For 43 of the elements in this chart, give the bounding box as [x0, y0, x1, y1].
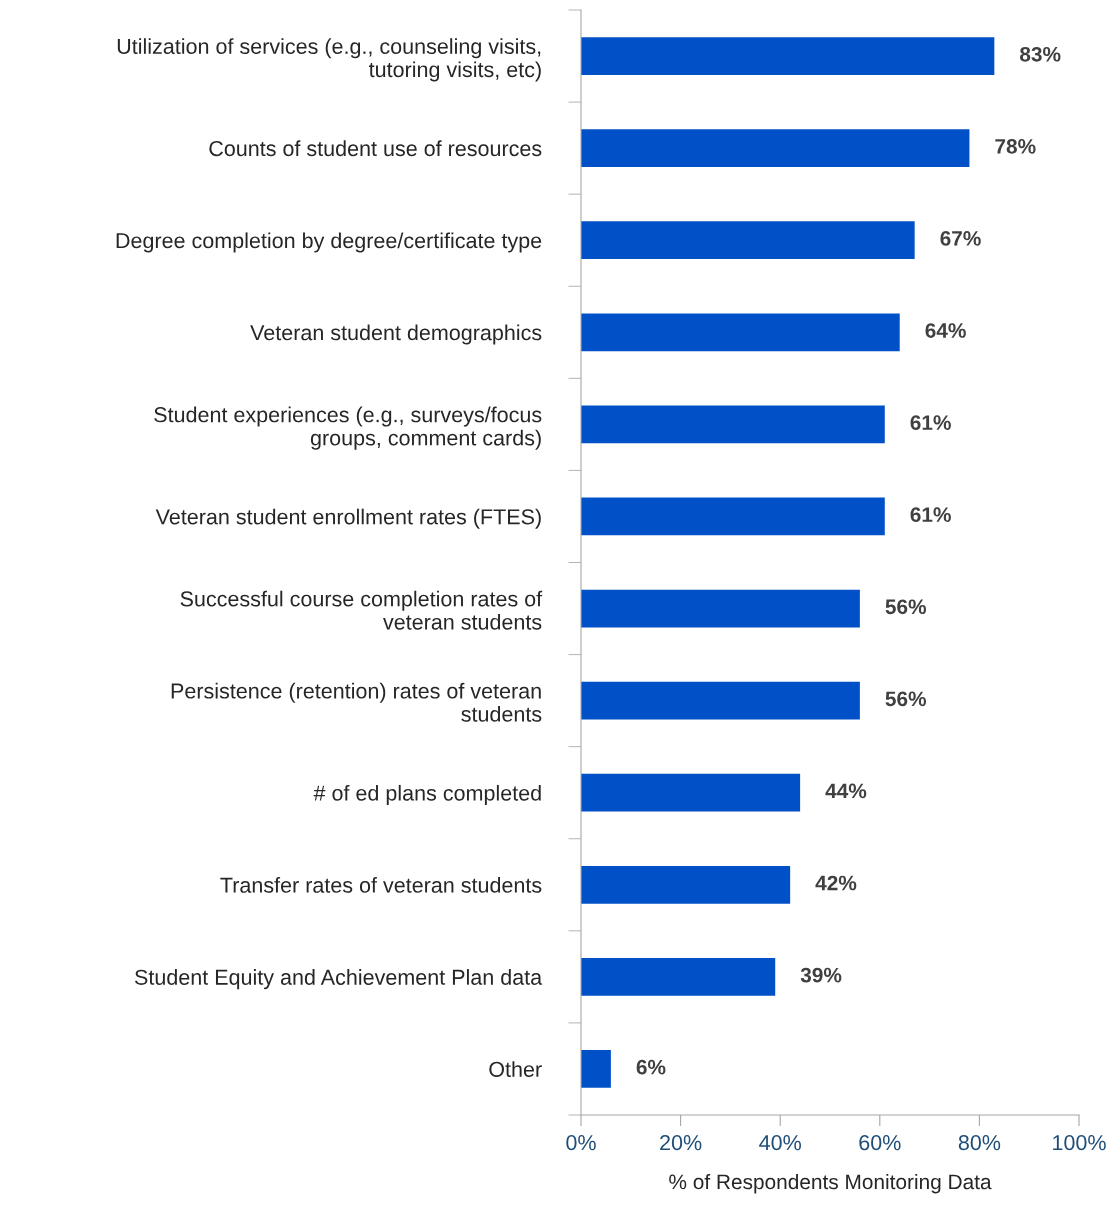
y-tick-label: Other: [489, 1061, 542, 1077]
data-label: 64%: [925, 323, 966, 338]
data-label: 67%: [940, 231, 981, 246]
x-axis-title: % of Respondents Monitoring Data: [669, 1173, 992, 1194]
y-tick-label: Student experiences (e.g., surveys/focus groups, comment cards): [154, 406, 542, 450]
data-label: 44%: [825, 783, 867, 799]
data-label: 42%: [815, 875, 857, 891]
bar: [581, 37, 995, 75]
y-tick-label: Utilization of services (e.g., counseling visits, tutoring visits, etc): [117, 38, 541, 82]
x-tick-label: 20%: [660, 1135, 702, 1151]
data-label: 61%: [910, 415, 951, 430]
x-tick-label: 80%: [958, 1135, 1001, 1151]
bar: [581, 865, 791, 904]
bar: [581, 497, 885, 536]
data-label: 83%: [1020, 46, 1061, 62]
bar: [581, 405, 885, 444]
y-tick-label: Degree completion by degree/certificate type: [116, 232, 542, 253]
bar: [581, 221, 915, 260]
y-tick-label: # of ed plans completed: [313, 784, 541, 805]
y-tick-label: Transfer rates of veteran students: [220, 876, 542, 893]
y-tick-label: Persistence (retention) rates of veteran students: [171, 682, 542, 722]
data-label: 39%: [800, 967, 842, 983]
bar: [581, 589, 860, 628]
y-tick-label: Student Equity and Achievement Plan data: [135, 969, 543, 990]
data-label: 56%: [885, 599, 927, 615]
bar: [581, 1050, 611, 1088]
x-tick-label: 40%: [759, 1135, 801, 1151]
data-label: 6%: [636, 1059, 666, 1075]
x-tick-label: 60%: [859, 1135, 901, 1151]
y-tick-label: Veteran student demographics: [250, 324, 542, 345]
x-tick-label: 100%: [1053, 1135, 1106, 1151]
bar: [581, 958, 776, 996]
bar: [581, 773, 801, 812]
bar: [581, 129, 970, 167]
data-label: 61%: [910, 507, 951, 523]
y-tick-label: Successful course completion rates of veteran students: [180, 590, 543, 630]
bar: [581, 313, 900, 352]
y-tick-label: Counts of student use of resources: [209, 140, 542, 157]
data-label: 78%: [995, 138, 1036, 154]
bar: [581, 681, 860, 720]
x-tick-label: 0%: [566, 1135, 596, 1151]
y-tick-label: Veteran student enrollment rates (FTES): [155, 508, 541, 529]
data-label: 56%: [885, 691, 927, 707]
